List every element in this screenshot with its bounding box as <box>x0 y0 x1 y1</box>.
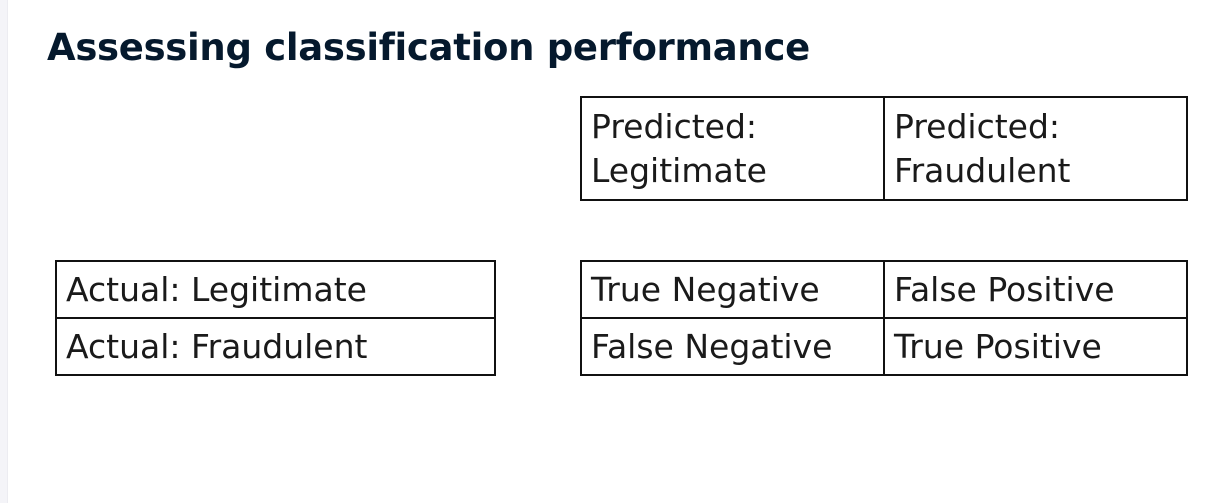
header-cell-line: Predicted: <box>894 106 1061 146</box>
predicted-header-row: Predicted: Legitimate Predicted: Fraudul… <box>580 96 1188 201</box>
header-cell-predicted-legitimate: Predicted: Legitimate <box>580 96 885 201</box>
cell-true-negative: True Negative <box>580 260 885 319</box>
left-edge-strip <box>0 0 8 503</box>
cell-true-positive: True Positive <box>883 317 1188 376</box>
header-cell-predicted-fraudulent: Predicted: Fraudulent <box>883 96 1188 201</box>
header-cell-line: Predicted: <box>591 106 758 146</box>
actual-label-legitimate: Actual: Legitimate <box>55 260 496 319</box>
table-row: True Negative False Positive <box>580 260 1188 319</box>
header-cell-line: Legitimate <box>591 150 767 190</box>
confusion-matrix-table: True Negative False Positive False Negat… <box>580 260 1188 376</box>
slide-title: Assessing classification performance <box>47 26 810 69</box>
predicted-header-table: Predicted: Legitimate Predicted: Fraudul… <box>580 96 1188 201</box>
cell-false-positive: False Positive <box>883 260 1188 319</box>
actual-label-fraudulent: Actual: Fraudulent <box>55 317 496 376</box>
table-row: Actual: Legitimate <box>55 260 496 319</box>
actual-labels-table: Actual: Legitimate Actual: Fraudulent <box>55 260 496 376</box>
table-row: Actual: Fraudulent <box>55 317 496 376</box>
table-row: False Negative True Positive <box>580 317 1188 376</box>
header-cell-line: Fraudulent <box>894 150 1071 190</box>
cell-false-negative: False Negative <box>580 317 885 376</box>
